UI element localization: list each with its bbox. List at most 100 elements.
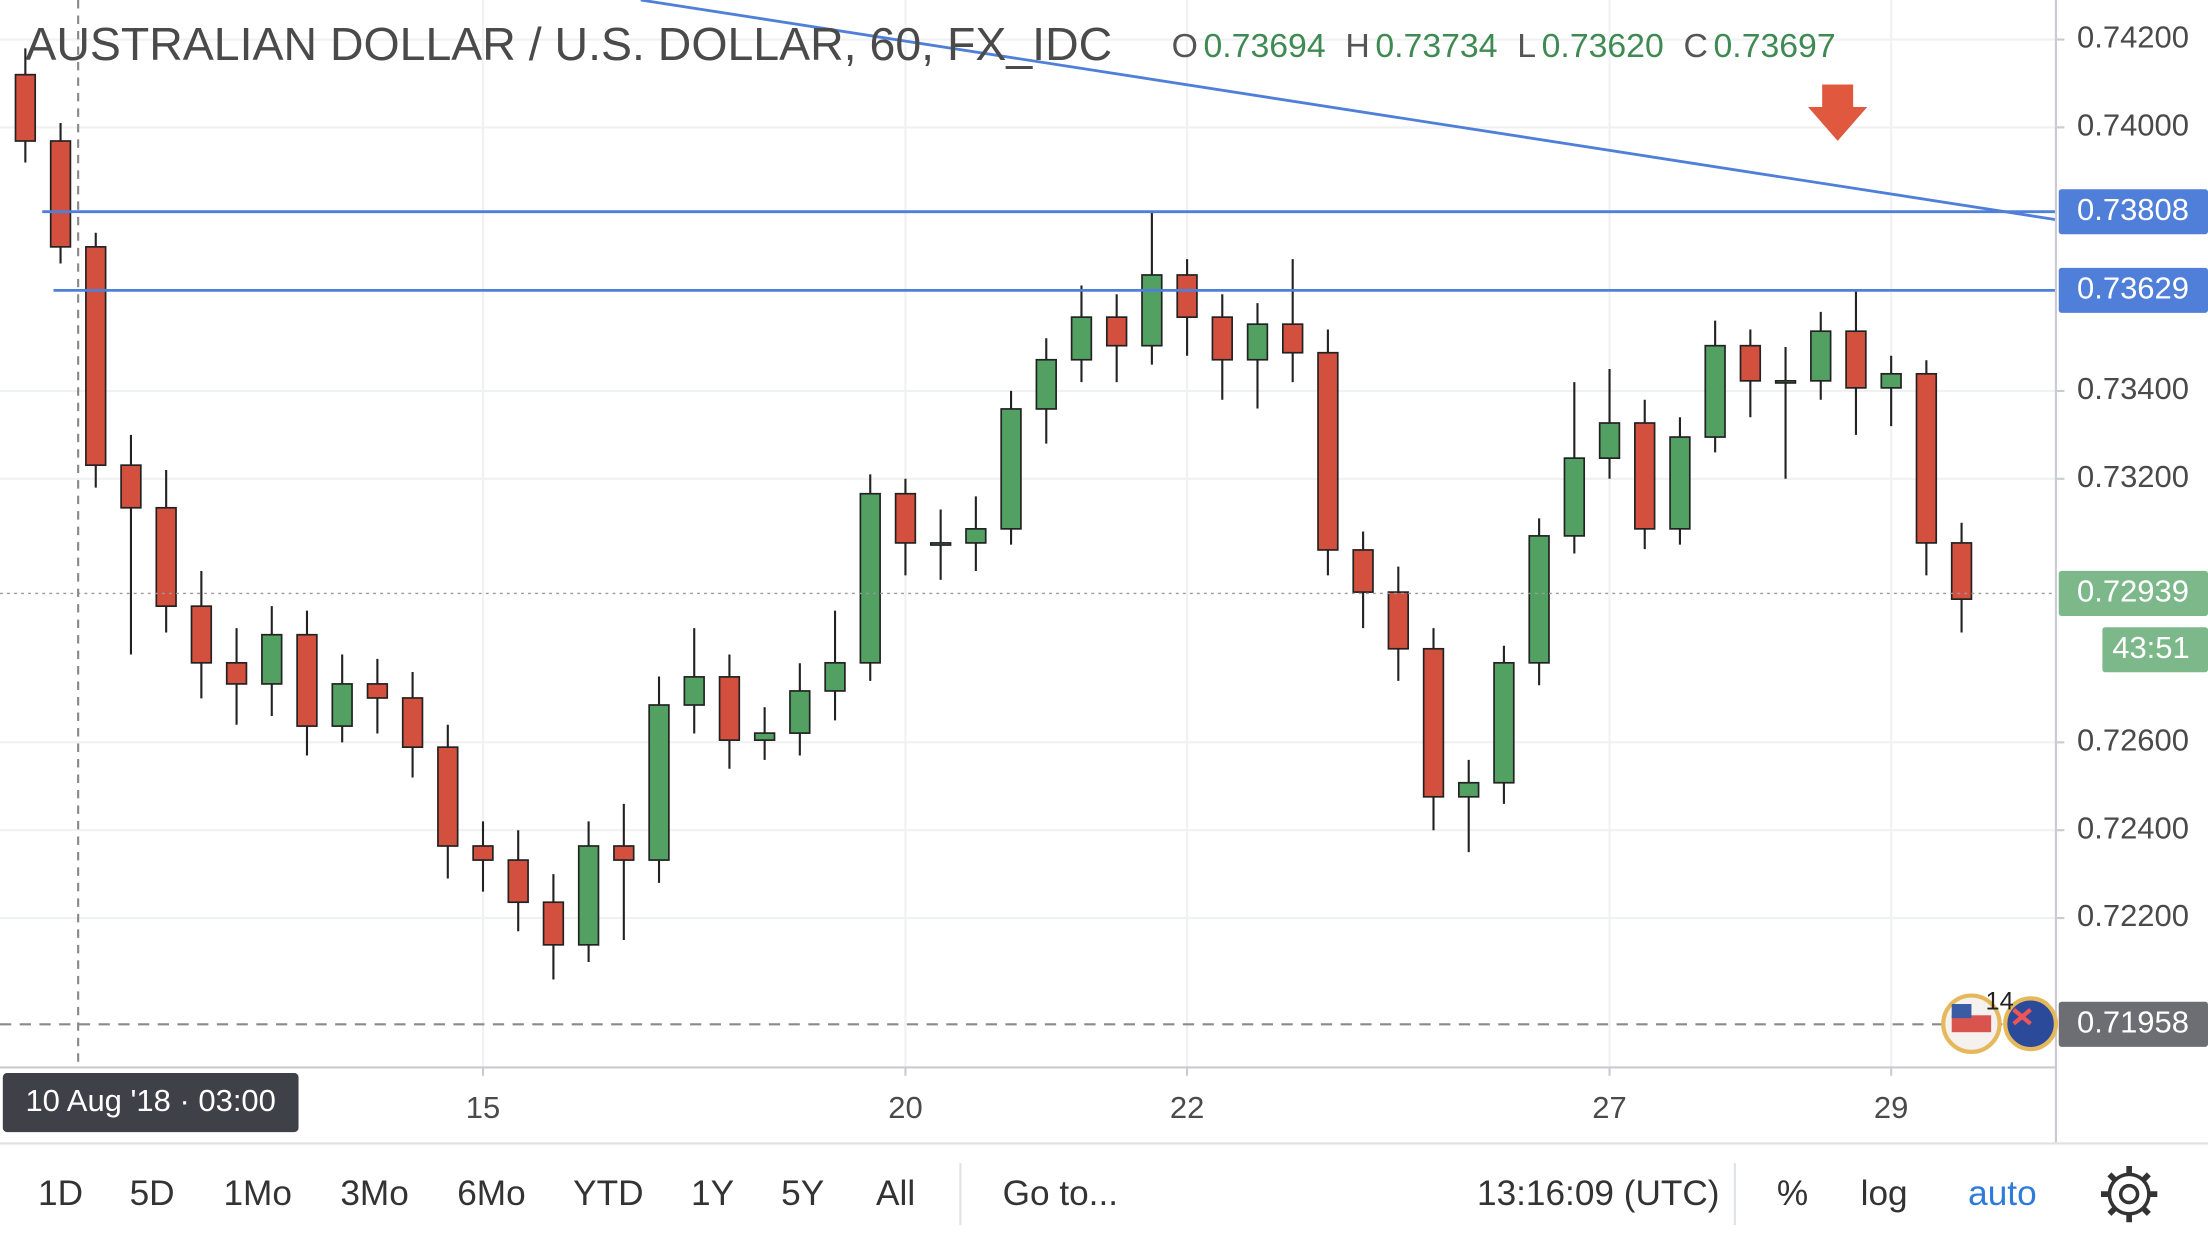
- clock: 13:16:09 (UTC): [1477, 1174, 1719, 1213]
- level-tag-label: 0.73808: [2077, 192, 2189, 227]
- candle-body: [542, 901, 565, 946]
- candle-body: [789, 690, 811, 734]
- toolbar: 1D 5D 1Mo 3Mo 6Mo YTD 1Y 5Y All Go to... 13:16:09 …: [38, 1165, 2158, 1223]
- x-tick-label: 22: [1170, 1090, 1204, 1125]
- scale-option[interactable]: %: [1777, 1174, 1808, 1213]
- y-tick-label: 0.74000: [2077, 108, 2189, 143]
- candle-body: [296, 633, 318, 727]
- ohlc-value: 0.73734: [1375, 27, 1497, 65]
- grid: [0, 0, 2056, 1068]
- candle-body: [1105, 316, 1128, 347]
- candle-body: [1774, 379, 1797, 384]
- chart-title: AUSTRALIAN DOLLAR / U.S. DOLLAR, 60, FX_…: [25, 18, 1112, 70]
- ohlc-value: 0.73620: [1542, 27, 1664, 65]
- candle-body: [472, 845, 494, 861]
- candle-body: [1845, 330, 1867, 389]
- range-button[interactable]: 1Mo: [223, 1174, 291, 1213]
- last-price-label: 0.72939: [2077, 574, 2189, 609]
- candle-body: [120, 464, 142, 509]
- y-tick-label: 0.73400: [2077, 371, 2189, 406]
- level-tag: [2058, 267, 2208, 313]
- candle-body: [331, 683, 353, 727]
- candle-body: [1422, 647, 1445, 798]
- range-button[interactable]: 1Y: [691, 1174, 734, 1213]
- candle-body: [1598, 422, 1621, 459]
- candle-body: [1915, 372, 1938, 544]
- candle-body: [1281, 323, 1304, 354]
- candle-body: [190, 605, 213, 664]
- countdown-label: 43:51: [2112, 630, 2190, 665]
- y-tick-label: 0.72200: [2077, 898, 2189, 933]
- low-tag-label: 0.71958: [2077, 1005, 2189, 1040]
- candle-body: [1141, 274, 1163, 347]
- candle-body: [1176, 274, 1198, 318]
- candle-body: [1528, 535, 1550, 664]
- candle-body: [718, 676, 741, 741]
- range-button[interactable]: 5D: [130, 1174, 175, 1213]
- candle-body: [85, 246, 107, 467]
- candle-body: [1317, 351, 1339, 551]
- flag-us-stripes: [1951, 1015, 1992, 1033]
- candle-body: [1000, 408, 1022, 530]
- crosshair-label: 10 Aug '18 · 03:00: [25, 1083, 275, 1118]
- gear-hub: [2118, 1183, 2140, 1205]
- ohlc-key: L: [1517, 27, 1536, 65]
- range-button[interactable]: All: [876, 1174, 915, 1213]
- range-button[interactable]: 1D: [38, 1174, 83, 1213]
- candle-body: [401, 697, 424, 749]
- ohlc-key: H: [1345, 27, 1369, 65]
- low-tag: [2058, 1001, 2208, 1047]
- event-count: 14: [1985, 987, 2013, 1015]
- trend-line: [640, 0, 2056, 222]
- ohlc-key: C: [1683, 27, 1707, 65]
- flag-au-cross: [2012, 1008, 2032, 1026]
- goto-button[interactable]: Go to...: [1003, 1174, 1118, 1213]
- candle-body: [261, 633, 283, 685]
- range-button[interactable]: YTD: [573, 1174, 643, 1213]
- candle-body: [1950, 542, 1973, 600]
- candle-body: [1669, 436, 1691, 530]
- level-tag-label: 0.73629: [2077, 271, 2189, 306]
- candle-body: [155, 506, 177, 608]
- candle-body: [929, 542, 952, 546]
- candle-body: [1070, 316, 1093, 361]
- range-button[interactable]: 6Mo: [457, 1174, 525, 1213]
- candle-body: [507, 859, 529, 904]
- axes: 0.74200 0.74000 0.73400 0.73200 0.72600 0.724…: [2, 20, 2208, 1133]
- candle-body: [1634, 422, 1656, 530]
- last-price-tag: [2058, 570, 2208, 616]
- range-button[interactable]: 5Y: [781, 1174, 824, 1213]
- level-tag: [2058, 189, 2208, 235]
- range-button[interactable]: 3Mo: [340, 1174, 408, 1213]
- countdown-tag: [2102, 627, 2208, 673]
- candle-body: [225, 661, 248, 685]
- candle-body: [1493, 661, 1515, 784]
- candle-body: [437, 746, 459, 847]
- candle-body: [1352, 549, 1374, 593]
- overlay: AUSTRALIAN DOLLAR / U.S. DOLLAR, 60, FX_…: [25, 18, 2059, 1055]
- plot-area: [0, 0, 2056, 1068]
- candle-body: [1810, 330, 1832, 382]
- settings-icon[interactable]: [2100, 1165, 2158, 1223]
- candle-body: [1211, 316, 1233, 361]
- crosshair-tag: [2, 1073, 299, 1133]
- candle-body: [577, 845, 600, 946]
- y-tick-label: 0.72600: [2077, 723, 2189, 758]
- ohlc-value: 0.73694: [1204, 27, 1326, 65]
- candle-body: [1246, 323, 1269, 361]
- x-tick-label: 15: [466, 1090, 500, 1125]
- candle-body: [753, 732, 776, 741]
- candle-body: [894, 492, 917, 544]
- scale-option[interactable]: log: [1861, 1174, 1908, 1213]
- scale-option[interactable]: auto: [1968, 1174, 2037, 1213]
- candle-body: [648, 704, 670, 861]
- candle-body: [1880, 372, 1902, 389]
- candle-body: [965, 528, 987, 544]
- candle-body: [366, 683, 389, 699]
- ohlc-key: O: [1172, 27, 1198, 65]
- candle-body: [14, 73, 37, 142]
- event-flags[interactable]: 14: [1941, 987, 2059, 1055]
- y-tick-label: 0.73200: [2077, 459, 2189, 494]
